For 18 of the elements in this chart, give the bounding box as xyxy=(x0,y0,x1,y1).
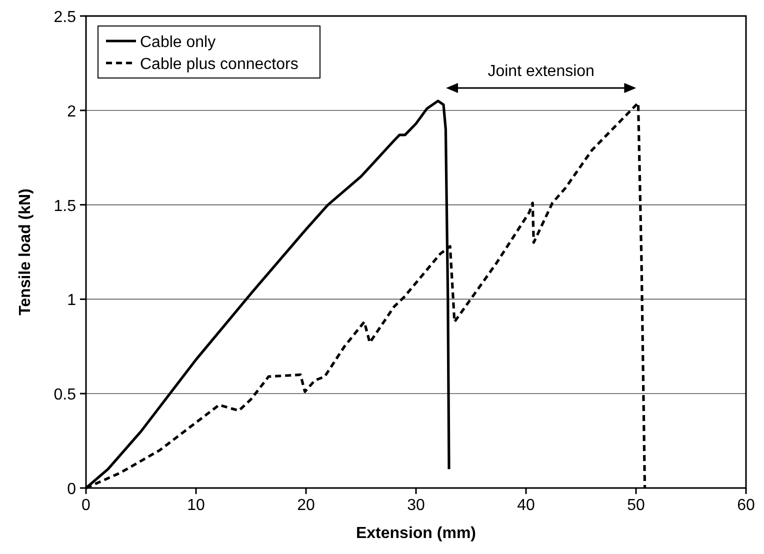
y-tick-label: 2 xyxy=(67,103,76,120)
y-tick-label: 0 xyxy=(67,481,76,498)
x-tick-label: 60 xyxy=(737,497,755,514)
x-tick-label: 20 xyxy=(297,497,315,514)
x-tick-label: 0 xyxy=(82,497,91,514)
x-tick-label: 30 xyxy=(407,497,425,514)
x-tick-label: 10 xyxy=(187,497,205,514)
legend-label: Cable only xyxy=(140,34,216,51)
y-axis-title: Tensile load (kN) xyxy=(17,188,34,316)
x-tick-label: 50 xyxy=(627,497,645,514)
y-tick-label: 1 xyxy=(67,292,76,310)
x-axis-title: Extension (mm) xyxy=(356,525,476,542)
legend-label: Cable plus connectors xyxy=(140,56,298,73)
y-tick-label: 1.5 xyxy=(54,198,76,215)
y-tick-label: 0.5 xyxy=(54,386,76,404)
y-tick-label: 2.5 xyxy=(54,9,76,26)
x-tick-label: 40 xyxy=(517,497,535,514)
annotation: Joint extension xyxy=(488,63,594,80)
